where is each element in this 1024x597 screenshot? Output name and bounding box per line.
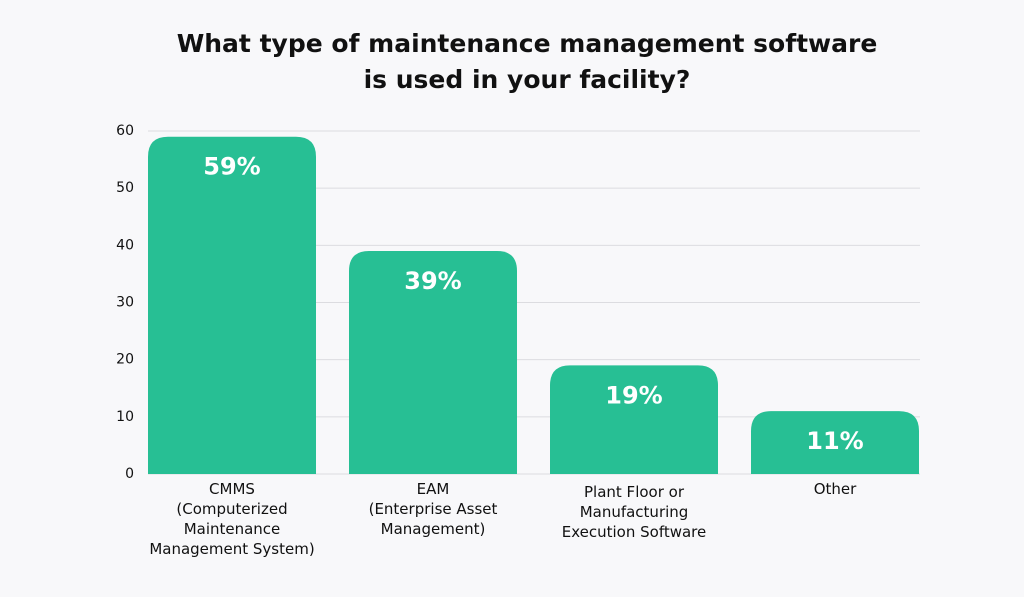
- bar: [349, 251, 517, 474]
- y-tick-label: 30: [116, 295, 134, 311]
- y-tick-label: 40: [116, 237, 134, 253]
- y-tick-label: 20: [116, 352, 134, 368]
- value-label: 59%: [203, 153, 260, 181]
- x-tick-label: Other: [814, 480, 857, 498]
- chart-title: What type of maintenance management soft…: [177, 29, 878, 94]
- value-label: 39%: [404, 267, 461, 295]
- x-tick-label: CMMS (Computerized Maintenance Management S…: [149, 480, 314, 558]
- x-tick-label: EAM (Enterprise Asset Management): [369, 480, 498, 538]
- bar: [550, 365, 718, 474]
- bar: [148, 136, 316, 474]
- value-label: 19%: [605, 381, 662, 409]
- y-tick-label: 50: [116, 180, 134, 196]
- y-tick-label: 60: [116, 123, 134, 139]
- x-tick-label: Plant Floor or Manufacturing Execution Sof…: [562, 483, 707, 541]
- value-label: 11%: [806, 427, 863, 455]
- bar: [751, 411, 919, 474]
- y-tick-label: 0: [125, 466, 134, 482]
- y-tick-label: 10: [116, 409, 134, 425]
